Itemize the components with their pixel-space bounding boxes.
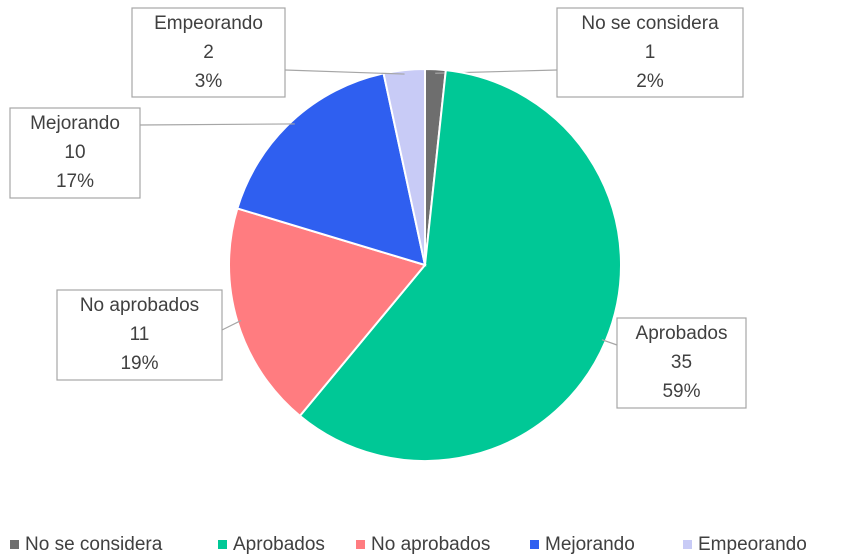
pie-slice xyxy=(236,72,427,267)
label-box xyxy=(9,107,141,199)
label-box xyxy=(131,7,286,98)
data-label-value: 10 xyxy=(64,142,85,163)
data-label-value: 2 xyxy=(203,42,214,63)
leader-line xyxy=(601,339,618,346)
legend-label: Empeorando xyxy=(698,534,807,555)
data-label-value: 1 xyxy=(645,42,656,63)
legend-swatch xyxy=(530,540,539,549)
data-label-name: No se considera xyxy=(581,13,719,34)
legend-label: No se considera xyxy=(25,534,163,555)
label-box xyxy=(56,289,223,381)
data-label-percent: 3% xyxy=(195,71,223,92)
data-label-percent: 19% xyxy=(120,353,158,374)
legend-label: Aprobados xyxy=(233,534,325,555)
legend-swatch xyxy=(218,540,227,549)
data-label-name: No aprobados xyxy=(80,295,199,316)
pie-slice xyxy=(228,207,427,418)
legend-label: No aprobados xyxy=(371,534,490,555)
data-label-value: 11 xyxy=(130,324,150,345)
legend-swatch xyxy=(356,540,365,549)
data-label-percent: 17% xyxy=(56,171,94,192)
leader-line xyxy=(139,123,295,126)
data-label-percent: 2% xyxy=(636,71,664,92)
legend-swatch xyxy=(683,540,692,549)
label-box xyxy=(556,7,744,98)
data-label-name: Mejorando xyxy=(30,113,120,134)
legend-label: Mejorando xyxy=(545,534,635,555)
data-label-value: 35 xyxy=(671,352,692,373)
legend-swatch xyxy=(10,540,19,549)
data-label-percent: 59% xyxy=(662,381,700,402)
label-box xyxy=(616,317,747,409)
leader-line xyxy=(221,319,242,331)
leader-line xyxy=(284,69,405,75)
data-label-name: Empeorando xyxy=(154,13,263,34)
data-label-name: Aprobados xyxy=(636,323,728,344)
